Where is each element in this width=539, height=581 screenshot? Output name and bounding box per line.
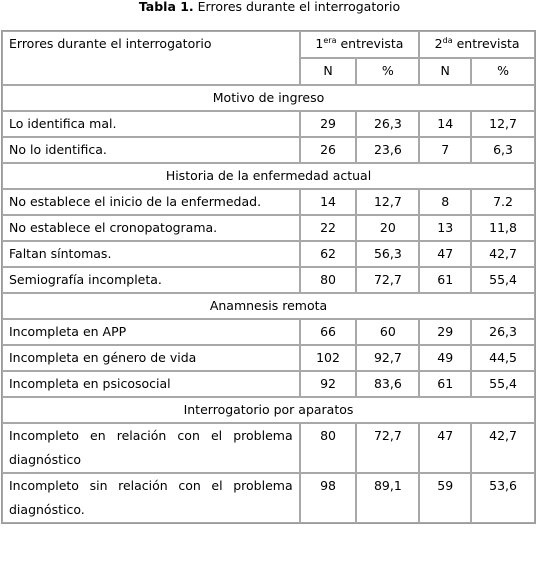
cell-pct-interview-1: 12,7 xyxy=(356,189,420,215)
cell-pct-interview-2: 11,8 xyxy=(471,215,535,241)
cell-pct-interview-2: 44,5 xyxy=(471,345,535,371)
interview-2-superscript: da xyxy=(442,35,453,45)
cell-n-interview-1: 26 xyxy=(299,137,357,163)
cell-pct-interview-1: 72,7 xyxy=(356,267,420,293)
interview-2-word: entrevista xyxy=(452,36,520,51)
table-row: Incompleto en relación con el problema d… xyxy=(2,423,535,473)
header-errors-label: Errores durante el interrogatorio xyxy=(9,36,212,51)
section-row: Historia de la enfermedad actual xyxy=(2,163,535,189)
header-row: Errores durante el interrogatorio 1era e… xyxy=(2,31,535,85)
cell-n-interview-1: 92 xyxy=(299,371,357,397)
section-title: Anamnesis remota xyxy=(2,293,535,319)
section-title: Historia de la enfermedad actual xyxy=(2,163,535,189)
cell-n-interview-1: 62 xyxy=(299,241,357,267)
subheader-row: N % N % xyxy=(2,58,535,85)
cell-pct-interview-1: 26,3 xyxy=(356,111,420,137)
cell-pct-interview-1: 60 xyxy=(356,319,420,345)
cell-n-interview-2: 8 xyxy=(419,189,472,215)
cell-pct-interview-1: 89,1 xyxy=(356,473,420,523)
row-label: Semiografía incompleta. xyxy=(2,267,300,293)
cell-n-interview-1: 66 xyxy=(299,319,357,345)
section-row: Anamnesis remota xyxy=(2,293,535,319)
header-interview-2: 2da entrevista xyxy=(419,31,535,58)
cell-n-interview-2: 7 xyxy=(419,137,472,163)
errors-table: Errores durante el interrogatorio 1era e… xyxy=(1,30,536,524)
table-row: Faltan síntomas. 62 56,3 47 42,7 xyxy=(2,241,535,267)
header-interview-1: 1era entrevista xyxy=(299,31,420,58)
header-n-2: N xyxy=(419,58,472,85)
table-row: No establece el cronopatograma. 22 20 13 11,… xyxy=(2,215,535,241)
cell-n-interview-1: 14 xyxy=(299,189,357,215)
cell-pct-interview-2: 26,3 xyxy=(471,319,535,345)
section-row: Motivo de ingreso xyxy=(2,85,535,111)
table-caption: Tabla 1. Errores durante el interrogator… xyxy=(0,0,539,28)
cell-n-interview-1: 98 xyxy=(299,473,357,523)
row-label: Faltan síntomas. xyxy=(2,241,300,267)
caption-label: Tabla 1. xyxy=(138,0,194,14)
cell-n-interview-1: 80 xyxy=(299,423,357,473)
table-row: Incompleta en género de vida 102 92,7 49 44,… xyxy=(2,345,535,371)
cell-pct-interview-2: 53,6 xyxy=(471,473,535,523)
cell-n-interview-2: 14 xyxy=(419,111,472,137)
cell-pct-interview-1: 20 xyxy=(356,215,420,241)
interview-2-number: 2 xyxy=(434,36,443,51)
cell-n-interview-1: 102 xyxy=(299,345,357,371)
cell-n-interview-2: 61 xyxy=(419,371,472,397)
cell-n-interview-1: 22 xyxy=(299,215,357,241)
header-pct-1: % xyxy=(356,58,420,85)
cell-pct-interview-2: 55,4 xyxy=(471,267,535,293)
cell-n-interview-2: 13 xyxy=(419,215,472,241)
section-title: Interrogatorio por aparatos xyxy=(2,397,535,423)
table-body: Errores durante el interrogatorio 1era e… xyxy=(2,31,535,523)
table-row: Incompleto sin relación con el problema … xyxy=(2,473,535,523)
table-row: Incompleta en psicosocial 92 83,6 61 55,4 xyxy=(2,371,535,397)
cell-n-interview-2: 47 xyxy=(419,241,472,267)
table-row: Semiografía incompleta. 80 72,7 61 55,4 xyxy=(2,267,535,293)
cell-pct-interview-2: 12,7 xyxy=(471,111,535,137)
section-row: Interrogatorio por aparatos xyxy=(2,397,535,423)
cell-pct-interview-2: 55,4 xyxy=(471,371,535,397)
interview-1-superscript: era xyxy=(323,35,337,45)
cell-pct-interview-2: 42,7 xyxy=(471,423,535,473)
row-label: No establece el inicio de la enfermedad. xyxy=(2,189,300,215)
header-errors-cell: Errores durante el interrogatorio xyxy=(2,31,300,85)
row-label: Incompleta en APP xyxy=(2,319,300,345)
caption-text: Errores durante el interrogatorio xyxy=(193,0,401,14)
cell-pct-interview-1: 72,7 xyxy=(356,423,420,473)
header-pct-2: % xyxy=(471,58,535,85)
cell-pct-interview-1: 23,6 xyxy=(356,137,420,163)
cell-pct-interview-1: 92,7 xyxy=(356,345,420,371)
interview-1-word: entrevista xyxy=(336,36,404,51)
cell-n-interview-2: 47 xyxy=(419,423,472,473)
cell-pct-interview-1: 83,6 xyxy=(356,371,420,397)
table-row: No lo identifica. 26 23,6 7 6,3 xyxy=(2,137,535,163)
table-row: Incompleta en APP 66 60 29 26,3 xyxy=(2,319,535,345)
header-n-1: N xyxy=(299,58,357,85)
row-label: Incompleta en género de vida xyxy=(2,345,300,371)
cell-pct-interview-2: 42,7 xyxy=(471,241,535,267)
cell-n-interview-1: 29 xyxy=(299,111,357,137)
row-label: Lo identifica mal. xyxy=(2,111,300,137)
cell-n-interview-2: 49 xyxy=(419,345,472,371)
section-title: Motivo de ingreso xyxy=(2,85,535,111)
interview-1-number: 1 xyxy=(315,36,324,51)
cell-pct-interview-1: 56,3 xyxy=(356,241,420,267)
row-label: No establece el cronopatograma. xyxy=(2,215,300,241)
row-label: Incompleto sin relación con el problema … xyxy=(2,473,300,523)
row-label: Incompleta en psicosocial xyxy=(2,371,300,397)
cell-n-interview-1: 80 xyxy=(299,267,357,293)
cell-n-interview-2: 29 xyxy=(419,319,472,345)
table-row: No establece el inicio de la enfermedad.… xyxy=(2,189,535,215)
cell-pct-interview-2: 6,3 xyxy=(471,137,535,163)
cell-n-interview-2: 59 xyxy=(419,473,472,523)
row-label: Incompleto en relación con el problema d… xyxy=(2,423,300,473)
cell-pct-interview-2: 7.2 xyxy=(471,189,535,215)
table-row: Lo identifica mal. 29 26,3 14 12,7 xyxy=(2,111,535,137)
cell-n-interview-2: 61 xyxy=(419,267,472,293)
row-label: No lo identifica. xyxy=(2,137,300,163)
